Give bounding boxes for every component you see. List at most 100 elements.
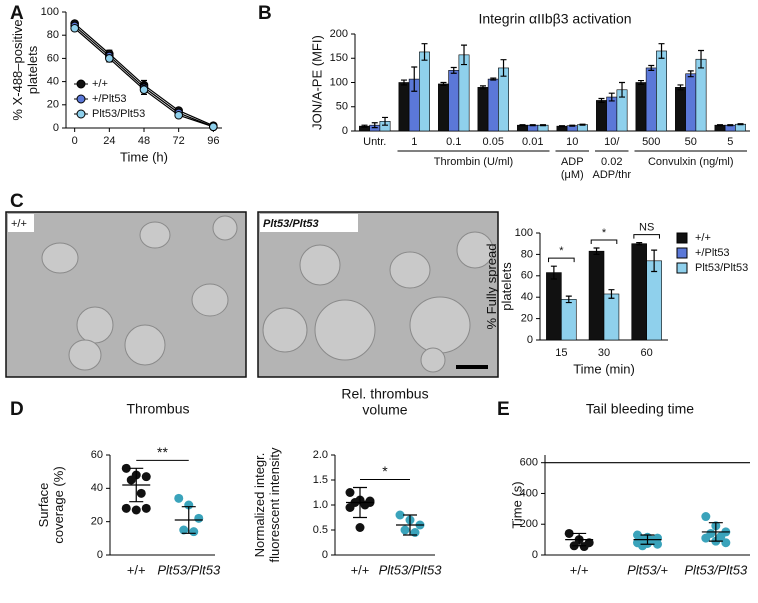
bar [561, 299, 577, 341]
y-tick-label: 0 [53, 122, 59, 134]
error-bar-line [579, 123, 586, 126]
error-bar [637, 79, 644, 86]
x-tick-label: 30 [598, 347, 610, 359]
y-tick-label: 1.5 [313, 474, 328, 486]
bar [546, 272, 562, 341]
error-bar-line [479, 85, 486, 90]
micrograph-left [5, 211, 247, 378]
data-point [194, 513, 204, 523]
data-point [395, 510, 405, 520]
y-tick-label: 40 [521, 291, 533, 303]
error-bar-line [529, 124, 536, 127]
legend-marker [76, 94, 86, 104]
chart-title: Tail bleeding time [586, 401, 694, 417]
error-bar [353, 486, 367, 519]
error-bar [440, 81, 447, 87]
y-tick-label: 0 [342, 125, 348, 137]
x-tick-label: 5 [727, 136, 733, 148]
error-bar [519, 124, 526, 127]
x-tick-label: +/+ [127, 562, 146, 577]
error-bar [403, 514, 417, 536]
error-bar-line [540, 124, 547, 127]
y-tick-label: 2.0 [313, 449, 328, 461]
x-tick-label: Plt53/Plt53 [379, 562, 443, 577]
error-bar-line [569, 124, 576, 127]
error-bar-line [129, 467, 144, 503]
x-tick-label: +/+ [570, 562, 589, 577]
legend-label: +/Plt53 [695, 247, 730, 259]
y-tick-label: 20 [521, 313, 533, 325]
y-tick-label: 100 [330, 76, 348, 88]
y-tick-label: 150 [330, 52, 348, 64]
legend-marker [76, 109, 86, 119]
legend-marker [76, 79, 86, 89]
data-point [400, 525, 410, 535]
error-bar [450, 66, 457, 74]
y-tick-label: 60 [91, 449, 103, 461]
data-point [721, 538, 731, 548]
error-bar [529, 124, 536, 127]
error-bar [608, 92, 615, 102]
legend-label: +/+ [695, 232, 711, 244]
y-tick-label: 80 [521, 248, 533, 260]
error-bar [572, 532, 587, 547]
data-point [653, 539, 662, 549]
y-tick-label: 0 [322, 549, 328, 561]
data-point [121, 503, 131, 513]
bar [596, 100, 607, 132]
error-bar-line [640, 534, 655, 545]
error-bar-line [500, 59, 507, 77]
error-bar-line [727, 124, 734, 127]
error-bar [461, 44, 468, 66]
data-point [579, 542, 589, 552]
x-tick-label: +/+ [351, 562, 370, 577]
y-tick-label: 200 [520, 518, 538, 530]
error-bar [540, 124, 547, 127]
y-tick-label: 20 [47, 99, 59, 111]
error-bar [598, 97, 605, 103]
panel-letter: E [497, 399, 510, 420]
panel-letter: C [10, 191, 24, 212]
data-point [564, 528, 574, 538]
error-bar-line [353, 486, 367, 519]
bar [645, 67, 657, 132]
error-bar-line [687, 70, 694, 78]
group-label: ADP/thr [592, 169, 631, 181]
bar [606, 96, 618, 132]
error-bar-line [550, 265, 557, 280]
data-point [174, 493, 184, 503]
legend-swatch [676, 262, 688, 274]
data-point [189, 527, 199, 537]
data-point [701, 512, 711, 522]
error-bar-line [716, 124, 723, 127]
bar [695, 58, 707, 132]
bar [646, 260, 662, 341]
legend-label: Plt53/Plt53 [695, 262, 748, 274]
error-bar-line [565, 295, 572, 304]
error-bar [716, 124, 723, 127]
y-axis-label: Time (s) [509, 481, 524, 528]
bar [419, 51, 430, 132]
data-point [179, 525, 189, 535]
y-axis-label: coverage (%) [51, 466, 66, 543]
y-axis-label: fluorescent intensity [267, 447, 282, 562]
significance-label: ** [157, 444, 168, 460]
data-point [141, 472, 151, 482]
error-bar [640, 534, 655, 545]
y-tick-label: 1.0 [313, 499, 328, 511]
error-bar-line [708, 522, 723, 542]
bar [458, 54, 470, 132]
significance-bracket [633, 234, 660, 239]
error-bar [371, 122, 378, 129]
error-bar-line [636, 242, 643, 246]
x-tick-label: 50 [685, 136, 697, 148]
panel-letter: A [10, 3, 24, 24]
error-bar-line [658, 43, 665, 59]
error-bar [608, 289, 615, 299]
bar [603, 293, 620, 341]
significance-bracket [590, 239, 618, 244]
x-axis-label: Time (h) [120, 149, 168, 164]
data-point [105, 54, 114, 63]
data-point [126, 475, 136, 485]
y-tick-label: 50 [336, 101, 348, 113]
